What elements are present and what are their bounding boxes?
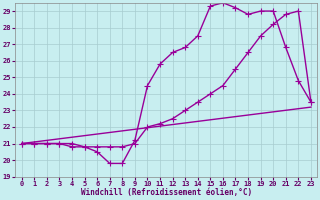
X-axis label: Windchill (Refroidissement éolien,°C): Windchill (Refroidissement éolien,°C) — [81, 188, 252, 197]
